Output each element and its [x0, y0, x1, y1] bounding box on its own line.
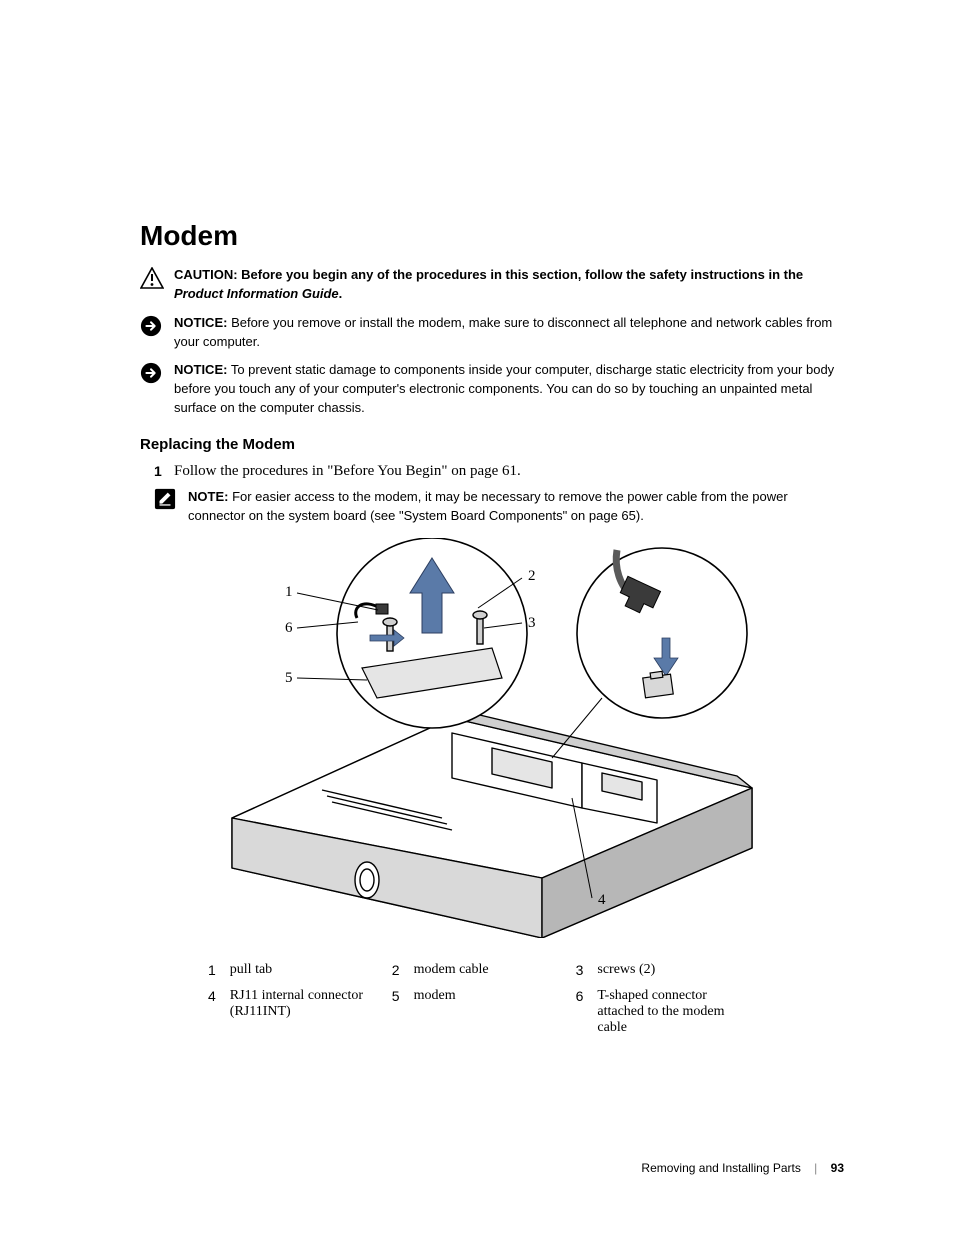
step-1: 1 Follow the procedures in "Before You B…	[154, 463, 844, 480]
notice-2-body: To prevent static damage to components i…	[174, 362, 834, 415]
step-1-num: 1	[154, 463, 174, 479]
legend-num: 3	[570, 960, 590, 984]
footer-chapter: Removing and Installing Parts	[641, 1161, 800, 1175]
footer-divider: |	[814, 1161, 817, 1175]
notice-1-text: NOTICE: Before you remove or install the…	[174, 314, 844, 352]
modem-diagram: 1 6 5 2 3 4	[140, 538, 844, 938]
subheading: Replacing the Modem	[140, 436, 844, 453]
notice-1-body: Before you remove or install the modem, …	[174, 315, 832, 349]
legend-num: 4	[202, 986, 222, 1042]
caution-before: Before you begin any of the procedures i…	[238, 267, 804, 282]
callout-2: 2	[528, 568, 536, 584]
note-text: NOTE: For easier access to the modem, it…	[188, 488, 844, 526]
notice-callout-2: NOTICE: To prevent static damage to comp…	[140, 361, 844, 418]
caution-after: .	[339, 286, 343, 301]
legend-num: 6	[570, 986, 590, 1042]
callout-4: 4	[598, 892, 606, 908]
notice-1-label: NOTICE:	[174, 315, 227, 330]
caution-text: CAUTION: Before you begin any of the pro…	[174, 266, 844, 304]
page-footer: Removing and Installing Parts | 93	[641, 1161, 844, 1175]
legend-num: 5	[386, 986, 406, 1042]
note-callout: NOTE: For easier access to the modem, it…	[154, 488, 844, 526]
caution-emph: Product Information Guide	[174, 286, 339, 301]
callout-5: 5	[285, 670, 293, 686]
legend-num: 2	[386, 960, 406, 984]
legend-label: RJ11 internal connector (RJ11INT)	[224, 986, 384, 1042]
footer-page-number: 93	[831, 1161, 844, 1175]
note-body: For easier access to the modem, it may b…	[188, 489, 788, 523]
legend-row: 4 RJ11 internal connector (RJ11INT) 5 mo…	[202, 986, 751, 1042]
notice-2-text: NOTICE: To prevent static damage to comp…	[174, 361, 844, 418]
note-label: NOTE:	[188, 489, 228, 504]
legend-label: modem	[408, 986, 568, 1042]
notice-callout-1: NOTICE: Before you remove or install the…	[140, 314, 844, 352]
legend-table: 1 pull tab 2 modem cable 3 screws (2) 4 …	[200, 958, 753, 1044]
notice-2-label: NOTICE:	[174, 362, 227, 377]
notice-icon	[140, 362, 166, 390]
callout-1: 1	[285, 584, 293, 600]
note-icon	[154, 488, 180, 516]
notice-icon	[140, 315, 166, 343]
callout-6: 6	[285, 620, 293, 636]
section-title: Modem	[140, 220, 844, 252]
caution-label: CAUTION:	[174, 267, 238, 282]
step-1-text: Follow the procedures in "Before You Beg…	[174, 463, 844, 480]
legend-label: pull tab	[224, 960, 384, 984]
legend-row: 1 pull tab 2 modem cable 3 screws (2)	[202, 960, 751, 984]
legend-num: 1	[202, 960, 222, 984]
legend-label: T-shaped connector attached to the modem…	[591, 986, 751, 1042]
legend-label: modem cable	[408, 960, 568, 984]
callout-3: 3	[528, 615, 536, 631]
caution-callout: CAUTION: Before you begin any of the pro…	[140, 266, 844, 304]
caution-icon	[140, 267, 166, 295]
legend-label: screws (2)	[591, 960, 751, 984]
